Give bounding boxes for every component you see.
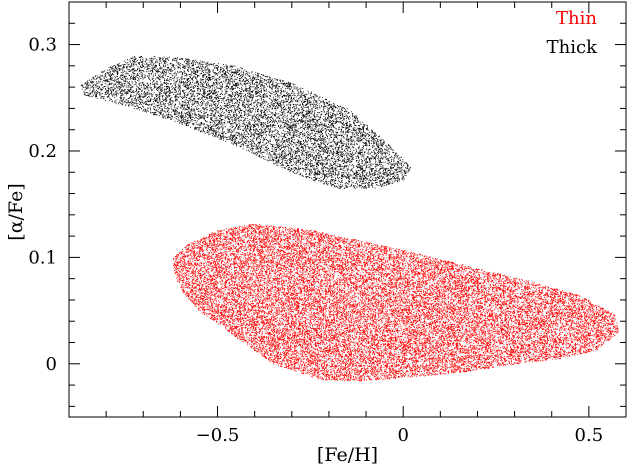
- x-tick-label: 0: [397, 425, 408, 446]
- plot-background: [69, 2, 626, 417]
- y-tick-label: 0.1: [28, 247, 57, 268]
- y-tick-label: 0.3: [28, 35, 57, 56]
- legend-item-thick: Thick: [547, 37, 598, 58]
- y-tick-label: 0.2: [28, 141, 57, 162]
- points-layer: [80, 55, 619, 382]
- y-tick-label: 0: [46, 354, 57, 375]
- x-tick-label: 0.5: [575, 425, 604, 446]
- x-tick-label: −0.5: [196, 425, 240, 446]
- y-axis-title: [α/Fe]: [5, 183, 27, 240]
- x-axis-title: [Fe/H]: [317, 444, 378, 466]
- series-points-thick: [80, 55, 411, 190]
- series-points-thin: [173, 224, 619, 382]
- legend-item-thin: Thin: [556, 8, 597, 29]
- ticks-layer: −0.5 0 0.5 0 0.1 0.2 0.3: [28, 1, 627, 446]
- plot-frame: [68, 1, 627, 418]
